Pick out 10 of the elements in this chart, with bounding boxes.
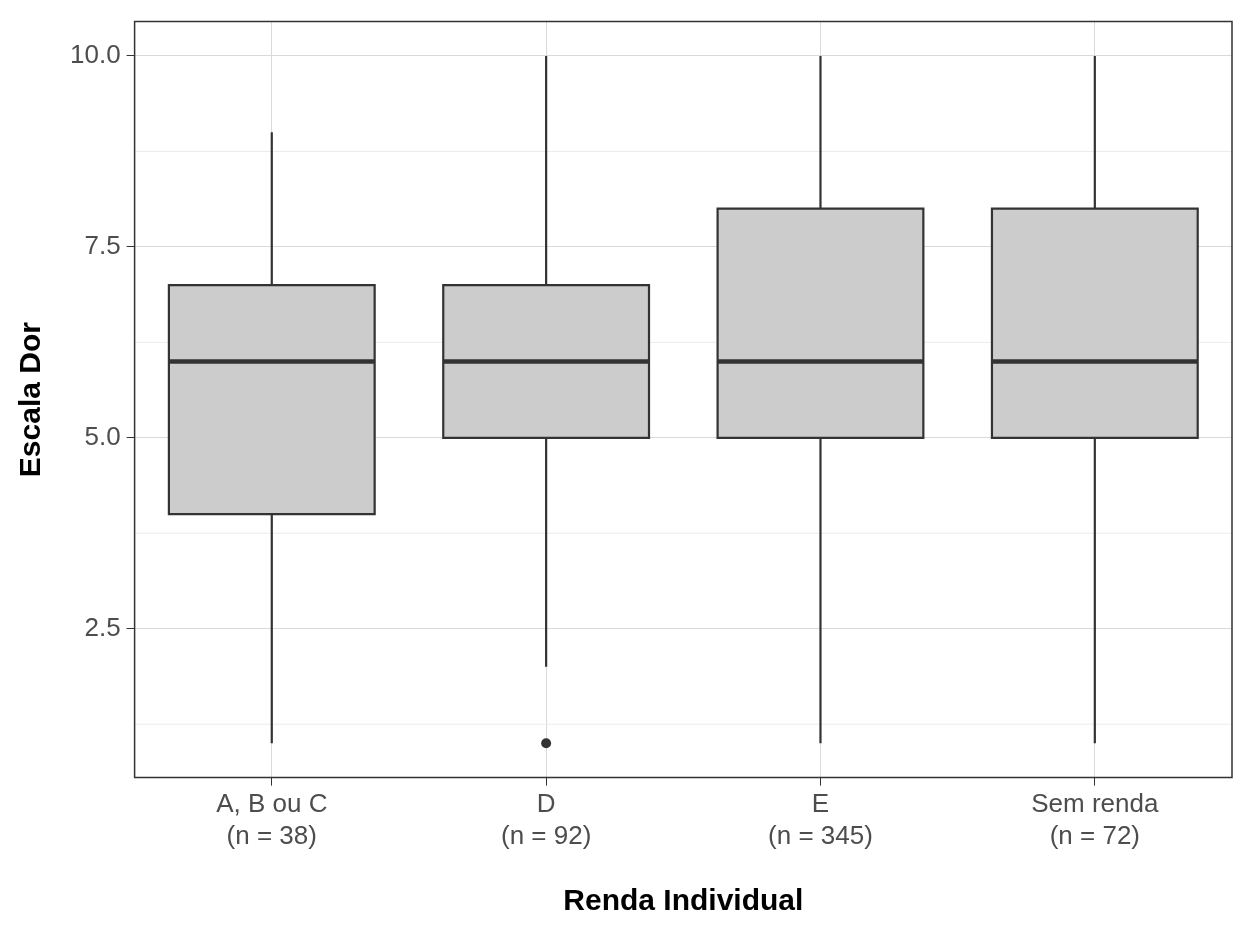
y-tick-label: 2.5 bbox=[84, 611, 121, 642]
x-tick-label: D (n = 92) bbox=[500, 788, 592, 850]
x-tick-label: Sem renda (n = 72) bbox=[1031, 788, 1159, 850]
x-axis-title: Renda Individual bbox=[563, 883, 804, 917]
y-tick-label: 5.0 bbox=[84, 420, 121, 451]
y-tick-label: 10.0 bbox=[69, 39, 121, 70]
x-tick-label: A, B ou C (n = 38) bbox=[216, 788, 328, 850]
y-axis-title: Escala Dor bbox=[13, 321, 47, 478]
x-tick-label: E (n = 345) bbox=[768, 788, 873, 850]
y-tick-label: 7.5 bbox=[84, 230, 121, 261]
